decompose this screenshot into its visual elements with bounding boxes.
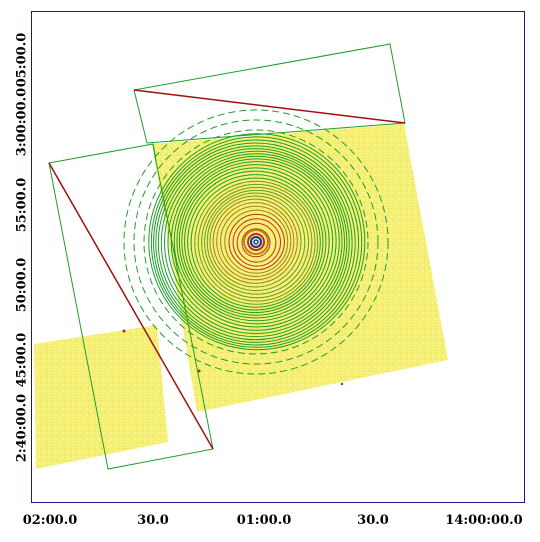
contour-ring: [241, 228, 271, 258]
contour-ring: [206, 192, 306, 292]
contour-ring: [176, 161, 337, 322]
contour-ring: [212, 198, 298, 284]
dashed-circle-inner: [143, 129, 369, 355]
contour-ring: [220, 205, 292, 277]
region-box-tail: [152, 143, 157, 162]
contour-ring: [201, 186, 313, 299]
contour-ring: [228, 213, 285, 271]
contour-ring: [157, 145, 353, 341]
contour-ring: [167, 153, 346, 331]
x-tick-label: 02:00.0: [22, 513, 78, 528]
contour-ring: [232, 218, 281, 267]
contour-ring: [148, 133, 366, 351]
dashed-circle-middle: [133, 119, 379, 365]
y-tick-label: 2:40:00.0: [14, 393, 30, 463]
y-tick-label: 3:00:00.0: [14, 87, 30, 157]
y-tick-label: 50:00.0: [14, 257, 30, 313]
exposure-field-left: [34, 325, 168, 469]
diagonal-red-left: [48, 162, 214, 450]
source-dot: [340, 382, 344, 386]
contour-ring: [197, 183, 316, 302]
x-tick-label: 14:00:00.0: [445, 513, 523, 528]
y-tick-label: 55:00.0: [14, 177, 30, 233]
contour-ring: [194, 180, 319, 305]
contour-ring: [150, 136, 363, 348]
core: [243, 229, 269, 255]
x-tick-label: 30.0: [137, 513, 169, 528]
source-dot: [197, 369, 201, 373]
diagonal-red-top: [133, 89, 406, 124]
dashed-circles: [123, 109, 389, 375]
contour-ring: [184, 170, 327, 314]
contour-ring: [204, 189, 310, 295]
contour-ring: [153, 139, 360, 346]
contour-ring: [216, 202, 295, 281]
contour-ring: [160, 148, 350, 338]
x-tick-label: 30.0: [357, 513, 389, 528]
y-tick-label: 45:00.0: [14, 332, 30, 388]
contour-ring: [190, 177, 321, 308]
contour-ring: [173, 158, 340, 325]
contour-ring: [209, 195, 302, 288]
contour-ring: [155, 142, 356, 343]
intensity-contours: [148, 133, 366, 351]
source-dot: [122, 329, 126, 333]
contour-ring: [163, 150, 348, 335]
image-frame[interactable]: [31, 11, 525, 503]
contour-ring: [178, 164, 334, 319]
contour-ring: [170, 155, 343, 328]
x-tick-label: 01:00.0: [236, 513, 292, 528]
contour-ring: [236, 222, 277, 263]
y-tick-label: 05:00.0: [14, 32, 30, 88]
contour-ring: [187, 174, 324, 311]
dashed-circle-outer: [123, 109, 389, 375]
sky-image[interactable]: [32, 12, 525, 503]
contour-ring: [224, 209, 289, 274]
contour-ring: [181, 167, 330, 316]
